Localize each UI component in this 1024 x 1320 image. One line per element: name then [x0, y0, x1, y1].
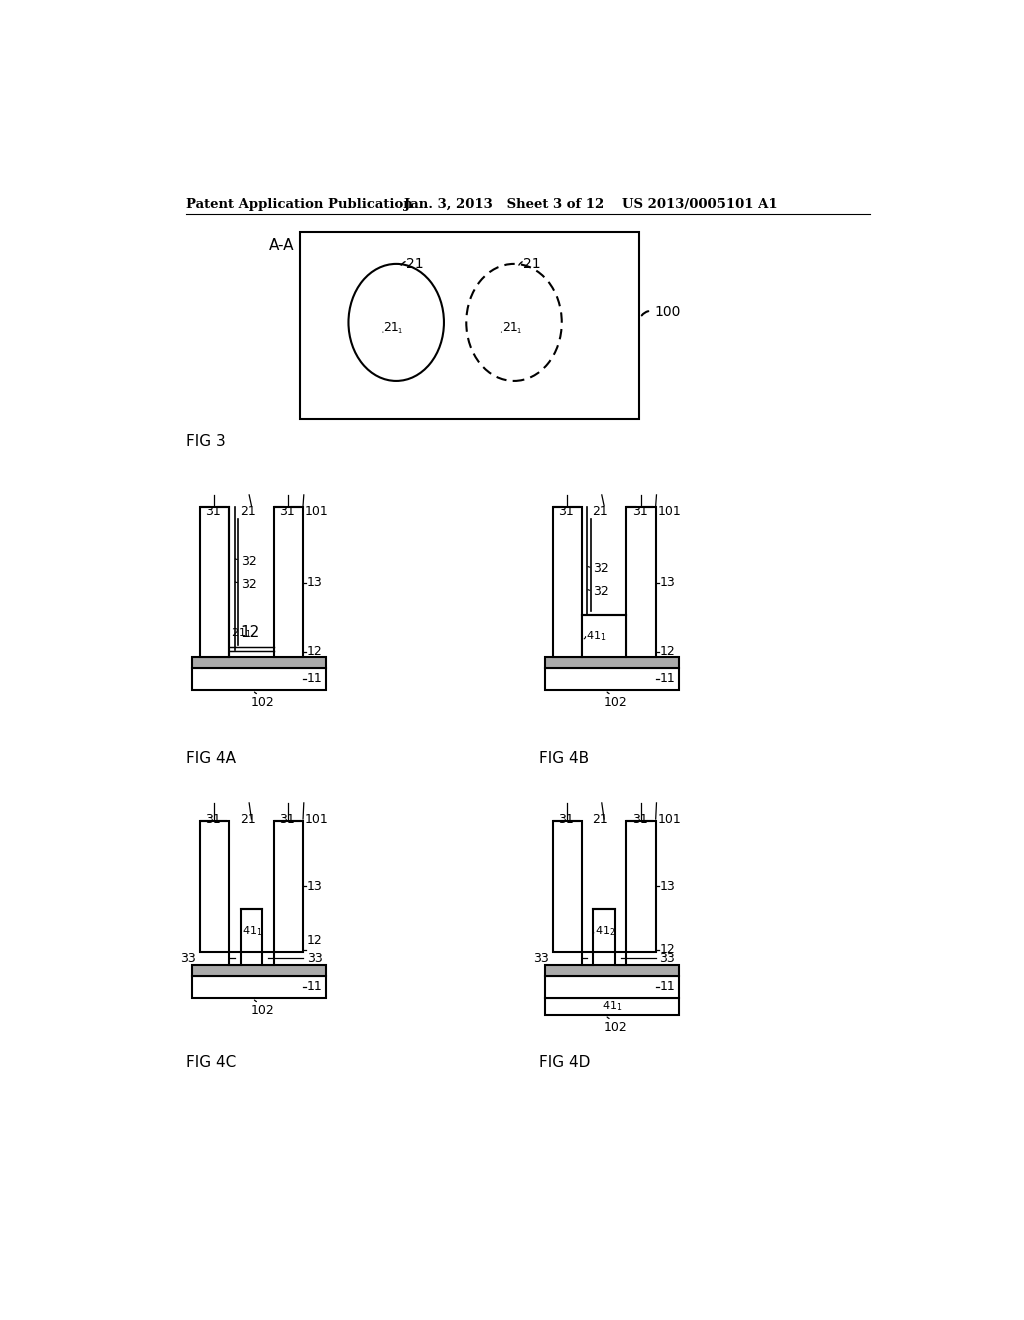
Text: 21: 21 [593, 813, 608, 826]
Text: $_1$: $_1$ [397, 326, 402, 335]
Bar [582, 952, 593, 965]
Text: 33: 33 [532, 952, 549, 965]
Text: 32: 32 [593, 562, 609, 576]
Text: 102: 102 [604, 696, 628, 709]
Text: 32: 32 [241, 554, 256, 568]
Text: 21: 21 [502, 321, 517, 334]
Text: 100: 100 [654, 305, 681, 319]
Text: 41$_2$: 41$_2$ [595, 924, 615, 937]
Text: 12: 12 [307, 645, 323, 659]
Text: 102: 102 [251, 1003, 274, 1016]
Text: FIG 4B: FIG 4B [539, 751, 589, 767]
Bar [582, 615, 627, 657]
Bar [614, 952, 627, 965]
Text: 32: 32 [593, 585, 609, 598]
Text: 31: 31 [632, 813, 647, 826]
Text: 11: 11 [659, 672, 675, 685]
Text: 21: 21 [240, 813, 255, 826]
Text: 11: 11 [307, 981, 323, 994]
Text: 12: 12 [659, 944, 675, 957]
Text: 31: 31 [558, 506, 573, 517]
Text: FIG 4A: FIG 4A [186, 751, 236, 767]
Bar [545, 668, 679, 689]
Bar [273, 507, 303, 657]
Bar [627, 821, 655, 952]
Bar [545, 998, 679, 1015]
Text: 12: 12 [240, 626, 259, 640]
Text: 13: 13 [659, 576, 675, 589]
Text: 31: 31 [205, 506, 221, 517]
Text: 33: 33 [180, 952, 196, 965]
Text: 21: 21 [593, 506, 608, 517]
Text: FIG 3: FIG 3 [186, 434, 225, 449]
Text: 102: 102 [251, 696, 274, 709]
Text: 41$_1$: 41$_1$ [243, 924, 263, 937]
Text: 31: 31 [279, 506, 295, 517]
Bar [193, 668, 326, 689]
Bar [627, 507, 655, 657]
Text: 33: 33 [659, 952, 675, 965]
Text: 41$_1$: 41$_1$ [601, 999, 622, 1012]
Text: 41$_1$: 41$_1$ [586, 630, 606, 643]
Bar [553, 507, 582, 657]
Text: 101: 101 [304, 506, 329, 517]
Bar [300, 231, 639, 418]
Text: 31: 31 [205, 813, 221, 826]
Bar [262, 952, 273, 965]
Text: 21: 21 [383, 321, 399, 334]
Bar [200, 821, 229, 952]
Text: $_1$: $_1$ [515, 326, 521, 335]
Bar [193, 657, 326, 668]
Text: FIG 4D: FIG 4D [539, 1056, 590, 1071]
Text: 12: 12 [659, 645, 675, 659]
Text: 101: 101 [657, 813, 681, 826]
Text: FIG 4C: FIG 4C [186, 1056, 237, 1071]
Text: 21: 21 [523, 257, 541, 271]
Text: 11: 11 [307, 672, 323, 685]
Bar [193, 977, 326, 998]
Bar [593, 909, 614, 952]
Bar [545, 657, 679, 668]
Text: 21$_1$: 21$_1$ [230, 627, 251, 640]
Bar [241, 909, 262, 952]
Text: 101: 101 [304, 813, 329, 826]
Text: 31: 31 [632, 506, 647, 517]
Bar [273, 821, 303, 952]
Text: 11: 11 [659, 981, 675, 994]
Text: 32: 32 [241, 578, 256, 591]
Bar [545, 977, 679, 998]
Text: 12: 12 [307, 935, 323, 948]
Text: 21: 21 [407, 257, 424, 271]
Bar [545, 965, 679, 977]
Bar [229, 952, 241, 965]
Text: 13: 13 [307, 879, 323, 892]
Text: US 2013/0005101 A1: US 2013/0005101 A1 [622, 198, 777, 211]
Text: 13: 13 [659, 879, 675, 892]
Ellipse shape [466, 264, 562, 381]
Text: 21: 21 [240, 506, 255, 517]
Bar [553, 821, 582, 952]
Text: 101: 101 [657, 506, 681, 517]
Text: 31: 31 [279, 813, 295, 826]
Bar [200, 507, 229, 657]
Text: Patent Application Publication: Patent Application Publication [186, 198, 413, 211]
Text: 102: 102 [604, 1020, 628, 1034]
Text: Jan. 3, 2013   Sheet 3 of 12: Jan. 3, 2013 Sheet 3 of 12 [403, 198, 604, 211]
Text: 31: 31 [558, 813, 573, 826]
Text: A-A: A-A [269, 238, 295, 252]
Bar [193, 965, 326, 977]
Text: 33: 33 [307, 952, 323, 965]
Text: 13: 13 [307, 576, 323, 589]
Ellipse shape [348, 264, 444, 381]
